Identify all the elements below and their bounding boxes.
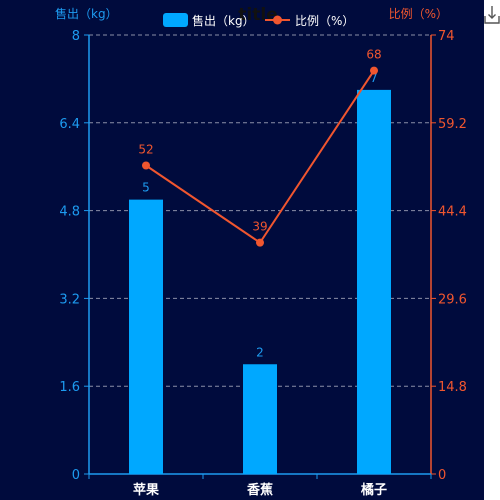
legend-line-label[interactable]: 比例（%） [295, 14, 354, 28]
legend-bar-label[interactable]: 售出（kg） [192, 13, 255, 28]
ratio-point-2[interactable] [370, 66, 378, 75]
right-axis-title: 比例（%） [389, 7, 448, 21]
category-label-0: 苹果 [133, 482, 159, 498]
right-axis-tick-label: 14.8 [438, 380, 467, 395]
bar-value-label: 7 [370, 71, 378, 85]
left-axis-tick-label: 0 [72, 468, 80, 483]
right-axis-tick-label: 29.6 [438, 292, 467, 307]
right-axis-tick-label: 59.2 [438, 117, 467, 132]
chart-panel: 0 1.6 3.2 4.8 6.4 8 0 14.8 29.6 44.4 59.2 74 售出（kg） 比… [0, 0, 484, 500]
left-axis-title: 售出（kg） [55, 6, 118, 21]
right-axis-tick-label: 44.4 [438, 205, 467, 220]
bar-2[interactable] [357, 89, 391, 474]
bar-value-label: 2 [256, 345, 264, 359]
left-axis-tick-label: 1.6 [59, 380, 80, 395]
ratio-line [145, 70, 375, 245]
right-axis-tick-label: 74 [438, 29, 455, 44]
ratio-point-1[interactable] [256, 238, 264, 247]
bar-1[interactable] [243, 364, 277, 474]
download-icon[interactable] [484, 4, 500, 24]
combo-chart: 0 1.6 3.2 4.8 6.4 8 0 14.8 29.6 44.4 59.2 74 售出（kg） 比… [55, 5, 467, 498]
line-value-label: 68 [366, 48, 381, 62]
right-axis-tick-label: 0 [438, 468, 446, 483]
ratio-point-0[interactable] [142, 161, 150, 170]
left-axis-tick-label: 8 [72, 29, 80, 44]
bar-value-label: 5 [142, 181, 150, 195]
category-label-1: 香蕉 [246, 482, 273, 498]
left-axis-tick-label: 6.4 [59, 117, 80, 132]
left-axis-tick-label: 3.2 [59, 292, 80, 307]
left-axis-tick-label: 4.8 [59, 205, 80, 220]
legend-line-marker[interactable] [273, 15, 282, 25]
bar-0[interactable] [129, 199, 163, 474]
category-label-2: 橘子 [360, 482, 387, 498]
line-value-label: 52 [138, 143, 153, 157]
line-value-label: 39 [252, 220, 267, 234]
legend-bar-swatch[interactable] [163, 13, 188, 27]
